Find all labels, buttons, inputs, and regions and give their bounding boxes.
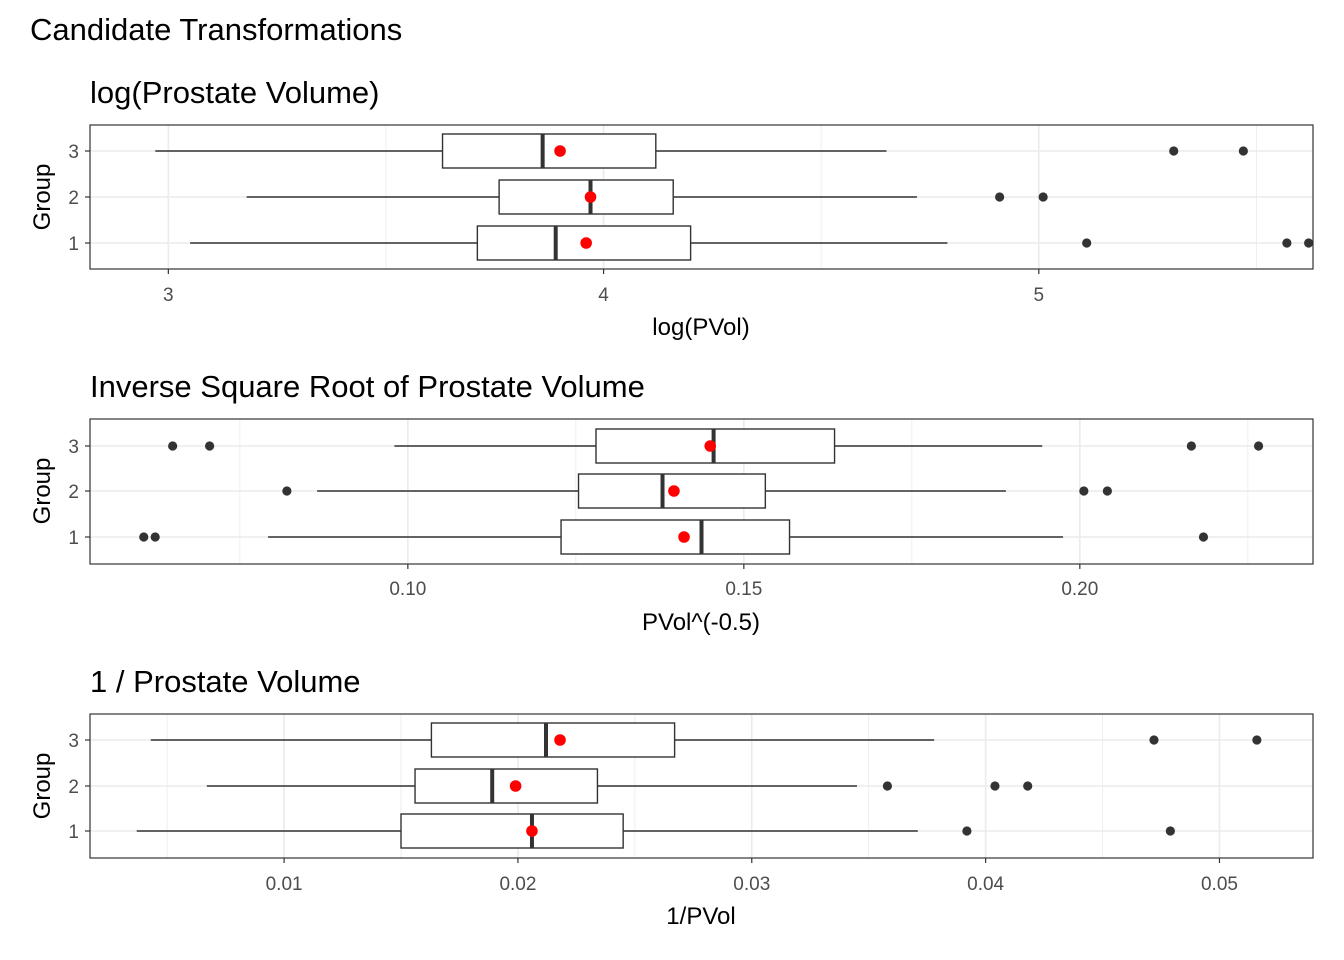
outlier-point xyxy=(1079,486,1089,496)
panel-reciprocal-volume: 1 / Prostate Volume 3 2 1 0.01 0.02 0.03 0.04… xyxy=(29,664,1314,930)
x-axis-ticks: 0.01 0.02 0.03 0.04 0.05 xyxy=(266,858,1238,895)
panel-marks xyxy=(136,722,1262,849)
x-axis-ticks: 3 4 5 xyxy=(163,269,1044,306)
outlier-point xyxy=(168,441,178,451)
x-tick-label: 5 xyxy=(1034,285,1045,306)
mean-point xyxy=(509,780,522,792)
outlier-point xyxy=(1149,735,1159,745)
iqr-box xyxy=(414,768,599,804)
x-axis-ticks: 0.10 0.15 0.20 xyxy=(389,564,1098,600)
outlier-point xyxy=(1169,146,1179,156)
x-tick-label: 0.04 xyxy=(967,874,1004,895)
y-tick-label: 2 xyxy=(68,188,79,209)
boxplot-group-2 xyxy=(282,473,1112,509)
outlier-point xyxy=(1165,826,1175,836)
x-tick-label: 0.03 xyxy=(733,874,770,895)
boxplot-group-1 xyxy=(190,225,1314,261)
y-tick-label: 3 xyxy=(68,731,79,752)
outlier-point xyxy=(995,192,1005,202)
outlier-point xyxy=(1186,441,1196,451)
iqr-box xyxy=(430,722,676,758)
boxplot-group-3 xyxy=(150,722,1262,758)
x-tick-label: 0.01 xyxy=(266,874,303,895)
boxplot-group-3 xyxy=(168,428,1264,464)
y-axis-ticks: 3 2 1 xyxy=(68,731,90,843)
outlier-point xyxy=(1023,781,1033,791)
panel-marks xyxy=(155,133,1314,261)
mean-point xyxy=(554,145,566,157)
y-axis-ticks: 3 2 1 xyxy=(68,142,90,255)
y-tick-label: 2 xyxy=(68,777,79,798)
mean-point xyxy=(584,191,597,203)
y-axis-title: Group xyxy=(29,164,56,231)
y-tick-label: 2 xyxy=(68,482,79,503)
y-axis-title: Group xyxy=(29,753,56,820)
y-tick-label: 3 xyxy=(68,142,79,163)
panel-marks xyxy=(139,428,1264,555)
mean-point xyxy=(668,485,680,497)
x-axis-title: log(PVol) xyxy=(652,314,749,341)
boxplot-group-2 xyxy=(206,768,1033,804)
outlier-point xyxy=(205,441,215,451)
mean-point xyxy=(526,825,538,837)
x-axis-title: PVol^(-0.5) xyxy=(642,609,760,636)
x-tick-label: 3 xyxy=(163,285,174,306)
boxplot-group-2 xyxy=(246,179,1048,215)
boxplot-group-3 xyxy=(155,133,1248,169)
mean-point xyxy=(554,734,566,746)
y-tick-label: 1 xyxy=(68,822,79,843)
outlier-point xyxy=(1238,146,1248,156)
mean-point xyxy=(704,440,717,452)
outlier-point xyxy=(1102,486,1112,496)
outlier-point xyxy=(1038,192,1048,202)
mean-point xyxy=(678,531,690,543)
boxplot-group-1 xyxy=(139,519,1209,555)
outlier-point xyxy=(1198,532,1209,542)
outlier-point xyxy=(1282,238,1292,248)
y-tick-label: 3 xyxy=(68,437,79,458)
x-tick-label: 0.10 xyxy=(389,579,426,600)
y-tick-label: 1 xyxy=(68,234,79,255)
x-tick-label: 4 xyxy=(598,285,609,306)
panel-log-volume: log(Prostate Volume) 3 2 1 3 4 5 log(PVol) G… xyxy=(29,75,1314,341)
panel-inverse-sqrt-volume: Inverse Square Root of Prostate Volume 3… xyxy=(29,369,1314,636)
panel-title-inverse-sqrt: Inverse Square Root of Prostate Volume xyxy=(90,369,645,404)
outlier-point xyxy=(1253,441,1264,451)
chart-title: Candidate Transformations xyxy=(30,12,402,47)
outlier-point xyxy=(150,532,160,542)
panel-title-log: log(Prostate Volume) xyxy=(90,75,379,110)
outlier-point xyxy=(1252,735,1262,745)
outlier-point xyxy=(1082,238,1092,248)
panel-title-reciprocal: 1 / Prostate Volume xyxy=(90,664,361,699)
iqr-box xyxy=(560,519,791,555)
iqr-box xyxy=(400,813,624,849)
y-axis-ticks: 3 2 1 xyxy=(68,437,90,549)
y-tick-label: 1 xyxy=(68,528,79,549)
outlier-point xyxy=(962,826,972,836)
x-axis-title: 1/PVol xyxy=(666,903,735,930)
boxplot-group-1 xyxy=(136,813,1175,849)
outlier-point xyxy=(990,781,1000,791)
outlier-point xyxy=(1304,238,1314,248)
y-axis-title: Group xyxy=(29,458,56,525)
outlier-point xyxy=(139,532,149,542)
mean-point xyxy=(580,237,592,249)
x-tick-label: 0.02 xyxy=(499,874,536,895)
x-tick-label: 0.15 xyxy=(725,579,762,600)
x-tick-label: 0.05 xyxy=(1201,874,1238,895)
outlier-point xyxy=(882,781,893,791)
x-tick-label: 0.20 xyxy=(1061,579,1098,600)
iqr-box xyxy=(441,133,657,169)
outlier-point xyxy=(282,486,292,496)
